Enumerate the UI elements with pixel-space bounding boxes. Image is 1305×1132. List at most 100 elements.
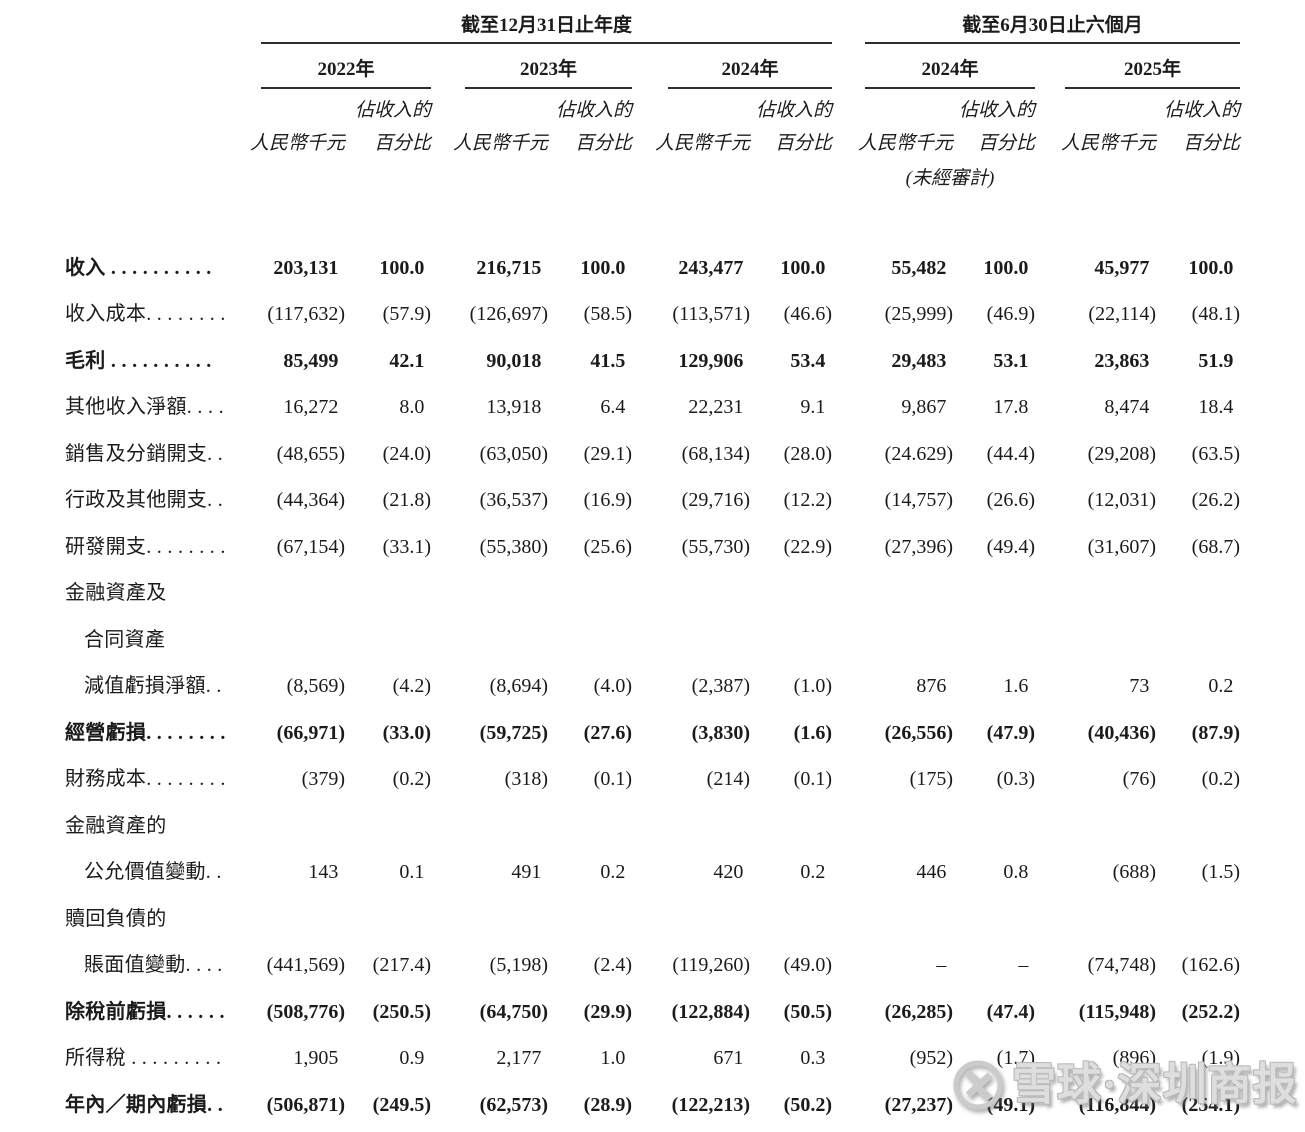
value-cell: 55,482) bbox=[891, 256, 947, 279]
unit-label: 人民幣千元 bbox=[654, 133, 750, 154]
percent-label-line2: 百分比 bbox=[774, 133, 832, 154]
table-body: 收入 . . . . . . . . . . 203,131) 100.0) 216… bbox=[65, 243, 1240, 1127]
value-cell: (29.1) bbox=[583, 442, 632, 465]
table-header-years: 2022年 2023年 2024年 2024年 2025年 bbox=[65, 44, 1240, 89]
value-cell: 2,177) bbox=[496, 1047, 542, 1069]
value-cell: 0.2) bbox=[800, 861, 826, 883]
value-cell: 446) bbox=[916, 861, 947, 883]
value-cell: (24.629) bbox=[884, 442, 953, 465]
value-cell: (0.2) bbox=[1201, 768, 1240, 790]
value-cell: 1.6) bbox=[1003, 675, 1029, 697]
income-statement-table: 截至12月31日止年度 截至6月30日止六個月 2022年 2023年 2024… bbox=[65, 10, 1240, 1127]
unaudited-note: (未經審計) bbox=[905, 168, 995, 189]
value-cell: (25.6) bbox=[583, 535, 632, 558]
value-cell: 17.8) bbox=[993, 396, 1029, 418]
value-cell: (688) bbox=[1112, 861, 1156, 883]
row-label: 除稅前虧損. . . . . . bbox=[65, 1000, 225, 1023]
value-cell: 0.8) bbox=[1003, 861, 1029, 883]
value-cell: (26,285) bbox=[884, 1000, 953, 1023]
value-cell: (175) bbox=[909, 768, 953, 790]
table-row: 行政及其他開支. . (44,364) (21.8) (36,537) (16.9) (… bbox=[65, 476, 1240, 523]
value-cell: (379) bbox=[301, 768, 345, 790]
row-label: 金融資產的 bbox=[65, 814, 167, 837]
percent-label-line1: 佔收入的 bbox=[755, 100, 832, 121]
row-label: 收入成本. . . . . . . . bbox=[65, 303, 226, 325]
value-cell: (40,436) bbox=[1087, 721, 1156, 744]
unit-label: 人民幣千元 bbox=[452, 133, 548, 154]
table-row: 金融資產及 bbox=[65, 569, 1240, 616]
value-cell: 29,483) bbox=[891, 349, 947, 372]
table-row: 除稅前虧損. . . . . . (508,776) (250.5) (64,750… bbox=[65, 987, 1240, 1034]
value-cell: (26,556) bbox=[884, 721, 953, 744]
value-cell: (57.9) bbox=[382, 303, 431, 325]
value-cell: (47.4) bbox=[986, 1000, 1035, 1023]
period-annual-header: 截至12月31日止年度 bbox=[261, 10, 832, 44]
value-cell: 16,272) bbox=[283, 396, 339, 418]
row-label: 其他收入淨額. . . . bbox=[65, 396, 224, 418]
period-annual-title: 截至12月31日止年度 bbox=[460, 15, 632, 36]
value-cell: (31,607) bbox=[1087, 535, 1156, 558]
value-cell: (68,134) bbox=[681, 442, 750, 465]
value-cell: (3,830) bbox=[691, 721, 750, 744]
value-cell: (29,208) bbox=[1087, 442, 1156, 465]
value-cell: (441,569) bbox=[266, 954, 345, 976]
percent-label-line2: 百分比 bbox=[1182, 133, 1240, 154]
value-cell: 0.1) bbox=[399, 861, 425, 883]
period-interim-title: 截至6月30日止六個月 bbox=[962, 15, 1143, 36]
table-row: 贖回負債的 bbox=[65, 894, 1240, 941]
value-cell: (117,632) bbox=[267, 303, 345, 325]
value-cell: (4.2) bbox=[392, 675, 431, 697]
value-cell: 100.0) bbox=[580, 256, 626, 279]
value-cell: 216,715) bbox=[476, 256, 542, 279]
table-row: 減值虧損淨額. . (8,569) (4.2) (8,694) (4.0) (2,387… bbox=[65, 662, 1240, 709]
row-label: 賬面值變動. . . . bbox=[84, 954, 223, 976]
value-cell: (33.1) bbox=[382, 535, 431, 558]
value-cell: 203,131) bbox=[273, 256, 339, 279]
unit-label: 人民幣千元 bbox=[1060, 133, 1156, 154]
value-cell: (506,871) bbox=[266, 1093, 345, 1116]
value-cell: 8.0) bbox=[399, 396, 425, 418]
value-cell: (27.6) bbox=[583, 721, 632, 744]
value-cell: 143) bbox=[308, 861, 339, 883]
value-cell: 42.1) bbox=[389, 349, 425, 372]
value-cell: 491) bbox=[511, 861, 542, 883]
value-cell: (12.2) bbox=[783, 489, 832, 511]
value-cell: (252.2) bbox=[1181, 1000, 1240, 1023]
unit-header-cell: 人民幣千元 bbox=[250, 89, 345, 163]
percent-header-cell: 佔收入的 百分比 bbox=[345, 89, 431, 163]
value-cell: –) bbox=[936, 954, 947, 976]
value-cell: (55,730) bbox=[681, 535, 750, 558]
value-cell: (46.9) bbox=[986, 303, 1035, 325]
value-cell: 9.1) bbox=[800, 396, 826, 418]
value-cell: 129,906) bbox=[678, 349, 744, 372]
value-cell: (0.2) bbox=[392, 768, 431, 790]
percent-header-cell: 佔收入的 百分比 bbox=[953, 89, 1035, 163]
year-header-2022: 2022年 bbox=[261, 44, 431, 89]
table-row: 收入成本. . . . . . . . (117,632) (57.9) (126,… bbox=[65, 290, 1240, 337]
value-cell: (49.1) bbox=[986, 1093, 1035, 1116]
year-header-2024: 2024年 bbox=[668, 44, 832, 89]
table-row: 合同資產 bbox=[65, 615, 1240, 662]
value-cell: (29.9) bbox=[583, 1000, 632, 1023]
value-cell: (49.0) bbox=[783, 954, 832, 976]
value-cell: (47.9) bbox=[986, 721, 1035, 744]
row-label: 所得稅 . . . . . . . . . bbox=[65, 1047, 222, 1069]
value-cell: 23,863) bbox=[1094, 349, 1150, 372]
row-label: 財務成本. . . . . . . . bbox=[65, 768, 226, 790]
value-cell: (162.6) bbox=[1181, 954, 1240, 976]
value-cell: 13,918) bbox=[486, 396, 542, 418]
value-cell: (49.4) bbox=[986, 535, 1035, 558]
row-label: 贖回負債的 bbox=[65, 907, 167, 930]
value-cell: (67,154) bbox=[276, 535, 345, 558]
value-cell: (48.1) bbox=[1191, 303, 1240, 325]
percent-header-cell: 佔收入的 百分比 bbox=[750, 89, 832, 163]
value-cell: –) bbox=[1018, 954, 1029, 976]
value-cell: (0.1) bbox=[593, 768, 632, 790]
value-cell: (44.4) bbox=[986, 442, 1035, 465]
value-cell: (508,776) bbox=[266, 1000, 345, 1023]
unit-header-cell: 人民幣千元 bbox=[1035, 89, 1156, 163]
value-cell: 1,905) bbox=[293, 1047, 339, 1069]
unit-label: 人民幣千元 bbox=[857, 133, 953, 154]
value-cell: 41.5) bbox=[590, 349, 626, 372]
value-cell: 671) bbox=[713, 1047, 744, 1069]
